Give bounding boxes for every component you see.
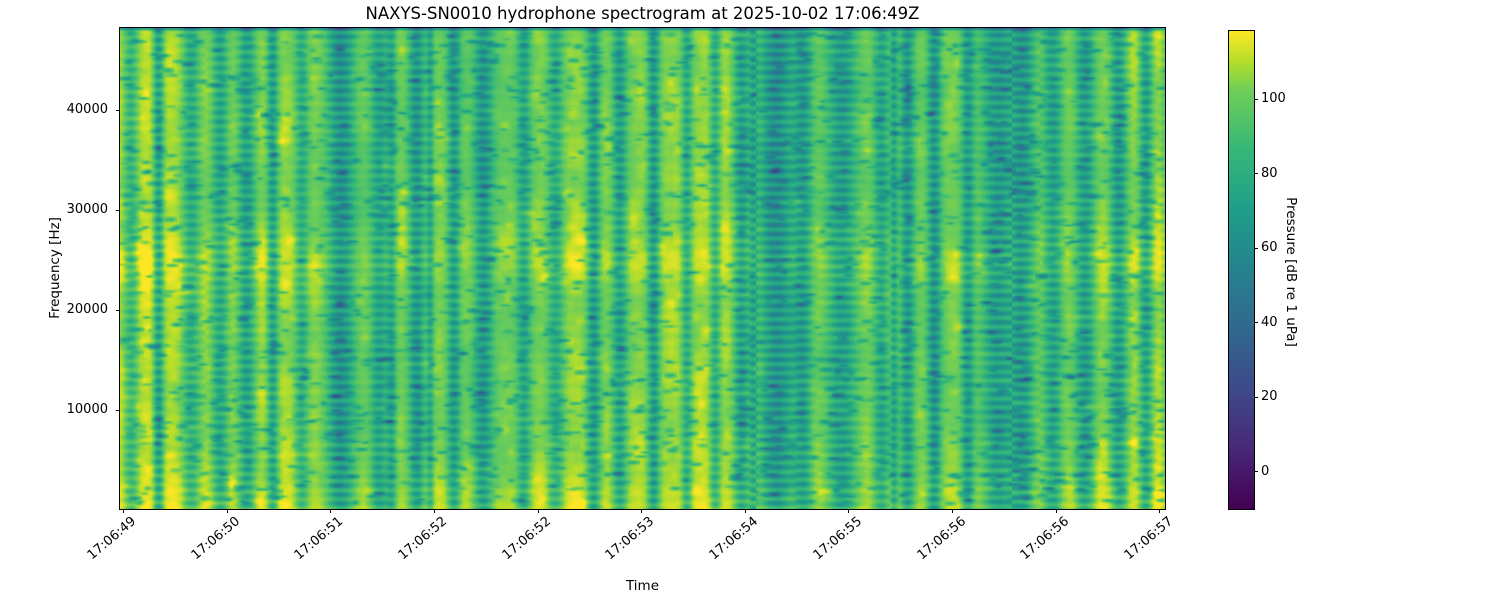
x-tick-mark	[537, 509, 539, 513]
colorbar-tick-mark	[1254, 173, 1258, 175]
y-tick-mark	[116, 209, 120, 211]
x-tick-mark	[744, 509, 746, 513]
x-tick-mark	[952, 509, 954, 513]
y-tick-mark	[116, 309, 120, 311]
x-tick-label: 17:06:52	[395, 514, 450, 564]
x-tick-mark	[433, 509, 435, 513]
colorbar-tick-mark	[1254, 98, 1258, 100]
x-tick-label: 17:06:51	[291, 514, 346, 564]
x-tick-label: 17:06:52	[499, 514, 554, 564]
y-tick-label: 10000	[66, 402, 108, 417]
colorbar-gradient	[1229, 31, 1254, 509]
x-tick-mark	[226, 509, 228, 513]
x-axis-label: Time	[625, 578, 660, 594]
y-tick-mark	[116, 409, 120, 411]
x-tick-label: 17:06:54	[706, 514, 761, 564]
plot-area	[119, 27, 1166, 510]
x-tick-mark	[329, 509, 331, 513]
x-tick-label: 17:06:57	[1121, 514, 1176, 564]
colorbar-tick-label: 80	[1261, 165, 1278, 181]
colorbar-tick-label: 100	[1261, 91, 1286, 107]
x-tick-label: 17:06:49	[84, 514, 139, 564]
x-tick-label: 17:06:56	[914, 514, 969, 564]
x-tick-label: 17:06:56	[1017, 514, 1072, 564]
colorbar-tick-label: 0	[1261, 463, 1270, 479]
y-tick-label: 20000	[66, 302, 108, 317]
x-tick-label: 17:06:55	[810, 514, 865, 564]
x-tick-label: 17:06:53	[602, 514, 657, 564]
colorbar-tick-mark	[1254, 396, 1258, 398]
y-tick-label: 30000	[66, 202, 108, 217]
colorbar-tick-label: 40	[1261, 314, 1278, 330]
colorbar-tick-mark	[1254, 471, 1258, 473]
colorbar-label: Pressure [dB re 1 uPa]	[1283, 197, 1299, 347]
x-tick-mark	[640, 509, 642, 513]
y-tick-label: 40000	[66, 102, 108, 117]
colorbar-tick-mark	[1254, 247, 1258, 249]
x-tick-mark	[122, 509, 124, 513]
colorbar-tick-label: 20	[1261, 389, 1278, 405]
x-tick-mark	[1055, 509, 1057, 513]
chart-title: NAXYS-SN0010 hydrophone spectrogram at 2…	[365, 4, 920, 23]
x-tick-label: 17:06:50	[188, 514, 243, 564]
colorbar	[1228, 30, 1255, 510]
colorbar-tick-label: 60	[1261, 240, 1278, 256]
spectrogram-heatmap	[120, 28, 1165, 509]
x-tick-mark	[1159, 509, 1161, 513]
x-tick-mark	[848, 509, 850, 513]
y-tick-mark	[116, 109, 120, 111]
colorbar-tick-mark	[1254, 322, 1258, 324]
